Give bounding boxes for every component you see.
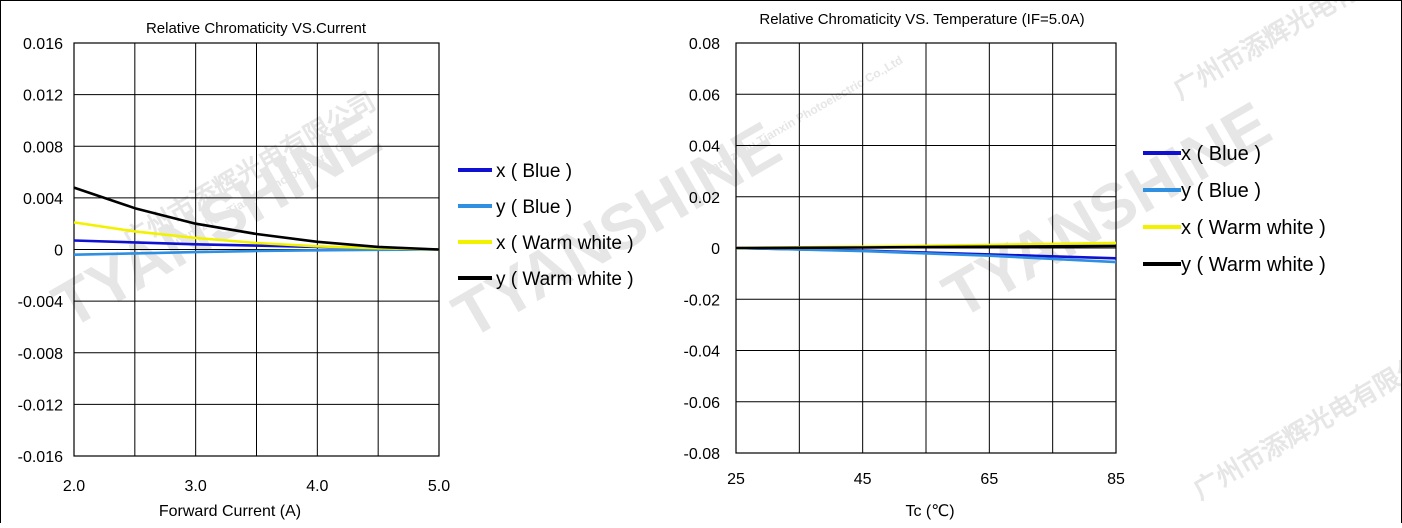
y-tick-label: -0.004 <box>18 294 63 311</box>
x-tick-label: 5.0 <box>428 478 450 495</box>
legend-item: y ( Blue ) <box>458 197 572 218</box>
x-tick-label: 25 <box>727 471 745 488</box>
watermark-layer: TYANSHINE TYANSHINE TYANSHINE 广州市添辉光电有限公… <box>41 0 1402 505</box>
legend-label: x ( Warm white ) <box>496 233 634 254</box>
series-line <box>735 246 1117 264</box>
chart-temperature-y-ticks: 0.08 0.06 0.04 0.02 0 -0.02 -0.04 -0.06 … <box>684 36 721 463</box>
legend-item: x ( Blue ) <box>1143 143 1261 165</box>
chart-current-x-axis-label: Forward Current (A) <box>159 503 301 520</box>
x-tick-label: 3.0 <box>185 478 207 495</box>
legend-item: y ( Blue ) <box>1143 180 1261 202</box>
chart-current-grid-horizontal <box>74 94 439 405</box>
y-tick-label: -0.04 <box>684 344 721 361</box>
y-tick-label: 0.08 <box>689 36 720 53</box>
legend-label: x ( Blue ) <box>496 161 572 182</box>
frame-left-border <box>0 0 1 523</box>
y-tick-label: 0.004 <box>23 191 63 208</box>
legend-item: y ( Warm white ) <box>1143 254 1326 276</box>
chart-temperature-x-ticks: 25 45 65 85 <box>727 471 1125 488</box>
chart-current-y-ticks: 0.016 0.012 0.008 0.004 0 -0.004 -0.008 … <box>18 36 63 466</box>
x-tick-label: 85 <box>1107 471 1125 488</box>
watermark-company-cn: 广州市添辉光电有限公司 <box>1188 336 1402 505</box>
y-tick-label: 0 <box>54 243 63 260</box>
legend-label: y ( Blue ) <box>496 197 572 218</box>
legend-label: y ( Warm white ) <box>1181 254 1326 276</box>
chart-temperature-title: Relative Chromaticity VS. Temperature (I… <box>759 11 1084 28</box>
watermark-company-cn: 广州市添辉光电有限公司 <box>1168 0 1402 105</box>
y-tick-label: 0 <box>711 241 720 258</box>
x-tick-label: 65 <box>980 471 998 488</box>
y-tick-label: 0.02 <box>689 190 720 207</box>
chart-temperature-series <box>735 241 1117 264</box>
legend-item: x ( Warm white ) <box>458 233 634 254</box>
y-tick-label: -0.016 <box>18 449 63 466</box>
y-tick-label: -0.08 <box>684 446 721 463</box>
chart-current-title: Relative Chromaticity VS.Current <box>146 20 367 37</box>
chart-current-x-ticks: 2.0 3.0 4.0 5.0 <box>63 478 450 495</box>
y-tick-label: 0.012 <box>23 88 63 105</box>
chart-current-series <box>73 186 440 256</box>
chart-temperature: Relative Chromaticity VS. Temperature (I… <box>684 11 1326 520</box>
legend-item: x ( Warm white ) <box>1143 217 1326 239</box>
legend-item: y ( Warm white ) <box>458 269 634 290</box>
series-line <box>73 186 440 251</box>
frame-top-border <box>0 0 1402 1</box>
series-line <box>73 248 440 256</box>
y-tick-label: -0.02 <box>684 292 721 309</box>
x-tick-label: 45 <box>854 471 872 488</box>
watermark-brand: TYANSHINE <box>931 88 1282 332</box>
y-tick-label: -0.06 <box>684 395 721 412</box>
legend-label: y ( Warm white ) <box>496 269 634 290</box>
y-tick-label: -0.008 <box>18 346 63 363</box>
x-tick-label: 4.0 <box>306 478 328 495</box>
chart-current-legend: x ( Blue ) y ( Blue ) x ( Warm white ) y… <box>458 161 634 290</box>
y-tick-label: 0.016 <box>23 36 63 53</box>
y-tick-label: 0.04 <box>689 139 720 156</box>
x-tick-label: 2.0 <box>63 478 85 495</box>
chart-current: Relative Chromaticity VS.Current 0.016 0… <box>18 20 634 520</box>
legend-label: y ( Blue ) <box>1181 180 1261 202</box>
y-tick-label: -0.012 <box>18 397 63 414</box>
y-tick-label: 0.008 <box>23 139 63 156</box>
chart-temperature-x-axis-label: Tc (℃) <box>905 503 954 520</box>
legend-label: x ( Warm white ) <box>1181 217 1326 239</box>
legend-item: x ( Blue ) <box>458 161 572 182</box>
series-line <box>735 244 1117 250</box>
y-tick-label: 0.06 <box>689 87 720 104</box>
legend-label: x ( Blue ) <box>1181 143 1261 165</box>
chart-temperature-legend: x ( Blue ) y ( Blue ) x ( Warm white ) y… <box>1143 143 1326 276</box>
